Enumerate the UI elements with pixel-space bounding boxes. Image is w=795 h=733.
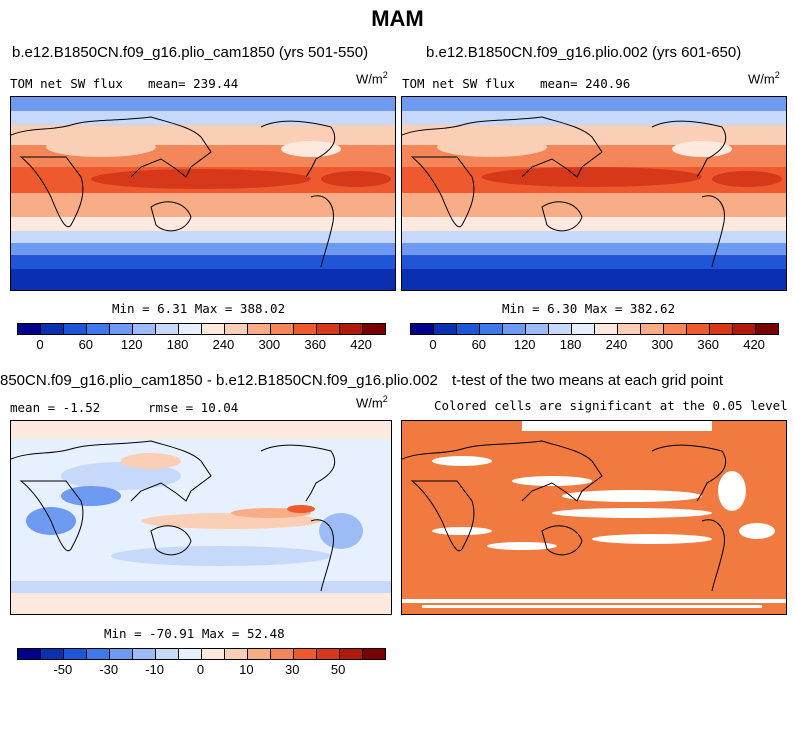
colorbar-tick-label: 50 bbox=[330, 662, 346, 677]
panel2-mean: mean= 240.96 bbox=[540, 76, 631, 91]
panel1-colorbar bbox=[17, 323, 386, 335]
colorbar-swatch bbox=[179, 649, 202, 659]
colorbar-swatch bbox=[64, 324, 87, 334]
colorbar-tick-label: 420 bbox=[743, 337, 765, 352]
colorbar-tick-label: 300 bbox=[258, 337, 281, 352]
colorbar-tick-label: 120 bbox=[513, 337, 536, 352]
colorbar-swatch bbox=[572, 324, 595, 334]
panel2-units: W/m2 bbox=[748, 70, 780, 87]
colorbar-swatch bbox=[225, 649, 248, 659]
colorbar-swatch bbox=[110, 324, 133, 334]
panel2-minmax: Min = 6.30 Max = 382.62 bbox=[502, 301, 676, 316]
colorbar-swatch bbox=[756, 324, 778, 334]
colorbar-swatch bbox=[434, 324, 457, 334]
colorbar-swatch bbox=[248, 324, 271, 334]
colorbar-swatch bbox=[179, 324, 202, 334]
colorbar-tick-label: 180 bbox=[559, 337, 582, 352]
colorbar-tick-label: 30 bbox=[285, 662, 300, 677]
colorbar-swatch bbox=[480, 324, 503, 334]
panel1-variable: TOM net SW flux bbox=[10, 76, 123, 91]
colorbar-swatch bbox=[156, 649, 179, 659]
colorbar-tick-label: -10 bbox=[145, 662, 165, 677]
colorbar-swatch bbox=[664, 324, 687, 334]
colorbar-swatch bbox=[595, 324, 618, 334]
colorbar-swatch bbox=[294, 324, 317, 334]
panel3-units: W/m2 bbox=[356, 394, 388, 411]
colorbar-swatch bbox=[87, 324, 110, 334]
colorbar-tick-label: 60 bbox=[471, 337, 487, 352]
colorbar-tick-label: 0 bbox=[429, 337, 437, 352]
panel3-rmse: rmse = 10.04 bbox=[148, 400, 239, 415]
colorbar-tick-label: 120 bbox=[120, 337, 143, 352]
colorbar-swatch bbox=[618, 324, 641, 334]
panel1-minmax: Min = 6.31 Max = 388.02 bbox=[112, 301, 286, 316]
colorbar-swatch bbox=[133, 649, 156, 659]
panel4-subtitle: Colored cells are significant at the 0.0… bbox=[434, 398, 788, 413]
colorbar-tick-label: 10 bbox=[239, 662, 254, 677]
colorbar-tick-label: 420 bbox=[350, 337, 372, 352]
panel4-map bbox=[401, 420, 787, 615]
colorbar-tick-label: 240 bbox=[212, 337, 235, 352]
panel3-minmax: Min = -70.91 Max = 52.48 bbox=[104, 626, 285, 641]
colorbar-tick-label: 180 bbox=[166, 337, 189, 352]
colorbar-swatch bbox=[549, 324, 572, 334]
colorbar-tick-label: 60 bbox=[78, 337, 94, 352]
colorbar-tick-label: 240 bbox=[605, 337, 628, 352]
panel4-title: t-test of the two means at each grid poi… bbox=[452, 372, 723, 389]
colorbar-swatch bbox=[248, 649, 271, 659]
colorbar-swatch bbox=[363, 324, 385, 334]
panel3-mean: mean = -1.52 bbox=[10, 400, 101, 415]
colorbar-swatch bbox=[710, 324, 733, 334]
colorbar-swatch bbox=[363, 649, 385, 659]
panel3-title: 850CN.f09_g16.plio_cam1850 - b.e12.B1850… bbox=[0, 372, 438, 389]
colorbar-swatch bbox=[18, 649, 41, 659]
colorbar-swatch bbox=[133, 324, 156, 334]
colorbar-swatch bbox=[41, 324, 64, 334]
colorbar-swatch bbox=[202, 324, 225, 334]
colorbar-swatch bbox=[64, 649, 87, 659]
colorbar-tick-label: 360 bbox=[304, 337, 327, 352]
colorbar-swatch bbox=[687, 324, 710, 334]
panel1-map bbox=[10, 96, 396, 291]
panel2-variable: TOM net SW flux bbox=[402, 76, 515, 91]
panel1-mean: mean= 239.44 bbox=[148, 76, 239, 91]
panel3-title-wrap: 850CN.f09_g16.plio_cam1850 - b.e12.B1850… bbox=[0, 372, 455, 389]
colorbar-tick-label: -50 bbox=[53, 662, 73, 677]
colorbar-swatch bbox=[526, 324, 549, 334]
panel2-colorbar bbox=[410, 323, 779, 335]
colorbar-swatch bbox=[641, 324, 664, 334]
colorbar-tick-label: 0 bbox=[196, 662, 205, 677]
colorbar-swatch bbox=[317, 649, 340, 659]
panel1-title: b.e12.B1850CN.f09_g16.plio_cam1850 (yrs … bbox=[12, 44, 369, 61]
colorbar-swatch bbox=[202, 649, 225, 659]
colorbar-swatch bbox=[271, 649, 294, 659]
colorbar-tick-label: -30 bbox=[99, 662, 119, 677]
colorbar-swatch bbox=[340, 324, 363, 334]
colorbar-tick-label: 0 bbox=[36, 337, 44, 352]
panel1-units: W/m2 bbox=[356, 70, 388, 87]
colorbar-swatch bbox=[294, 649, 317, 659]
colorbar-swatch bbox=[457, 324, 480, 334]
colorbar-swatch bbox=[317, 324, 340, 334]
colorbar-swatch bbox=[411, 324, 434, 334]
colorbar-swatch bbox=[733, 324, 756, 334]
colorbar-swatch bbox=[340, 649, 363, 659]
colorbar-tick-label: 300 bbox=[651, 337, 674, 352]
colorbar-swatch bbox=[225, 324, 248, 334]
panel3-map bbox=[10, 420, 392, 615]
colorbar-swatch bbox=[503, 324, 526, 334]
colorbar-swatch bbox=[271, 324, 294, 334]
page-title: MAM bbox=[371, 6, 424, 31]
colorbar-swatch bbox=[156, 324, 179, 334]
panel2-map bbox=[401, 96, 787, 291]
panel3-colorbar bbox=[17, 648, 386, 660]
colorbar-swatch bbox=[87, 649, 110, 659]
colorbar-swatch bbox=[41, 649, 64, 659]
colorbar-swatch bbox=[110, 649, 133, 659]
colorbar-swatch bbox=[18, 324, 41, 334]
colorbar-tick-label: 360 bbox=[697, 337, 720, 352]
panel2-title: b.e12.B1850CN.f09_g16.plio.002 (yrs 601-… bbox=[426, 44, 742, 61]
